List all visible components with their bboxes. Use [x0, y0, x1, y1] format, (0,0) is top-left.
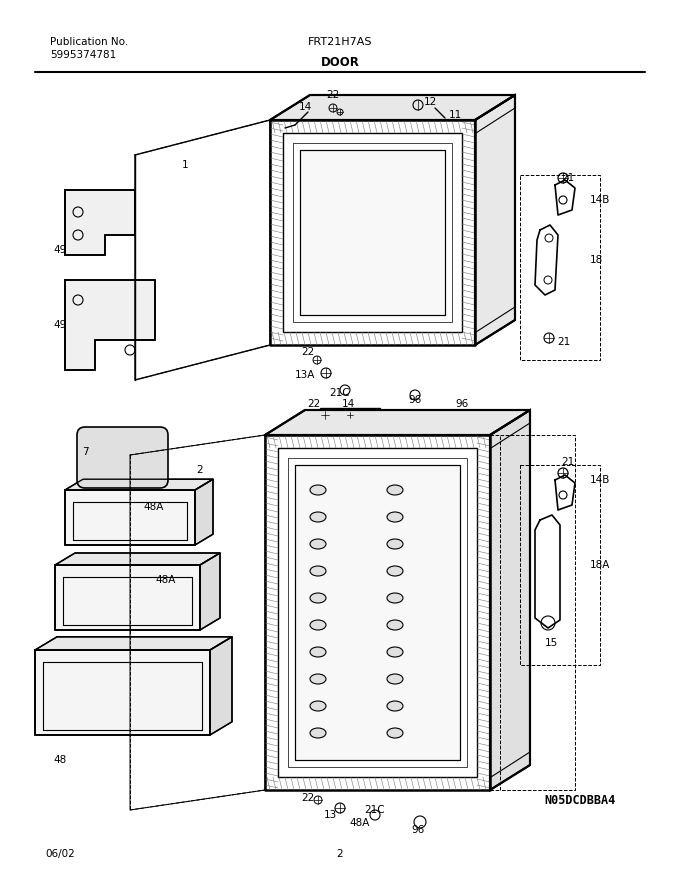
- Polygon shape: [210, 637, 232, 735]
- Circle shape: [348, 413, 356, 421]
- Text: 21: 21: [562, 457, 575, 467]
- Text: 2: 2: [197, 465, 203, 475]
- Ellipse shape: [310, 512, 326, 522]
- Text: 14B: 14B: [590, 195, 611, 205]
- Polygon shape: [65, 280, 155, 370]
- Text: 49: 49: [53, 320, 67, 330]
- Text: 2: 2: [337, 849, 343, 859]
- Ellipse shape: [310, 620, 326, 630]
- Text: DOOR: DOOR: [320, 56, 360, 69]
- Text: 48A: 48A: [350, 818, 370, 828]
- Text: 96: 96: [409, 395, 422, 405]
- Bar: [520, 175, 600, 360]
- Ellipse shape: [387, 674, 403, 684]
- Ellipse shape: [310, 593, 326, 603]
- Text: 21C: 21C: [364, 805, 386, 815]
- Ellipse shape: [387, 566, 403, 576]
- Text: 14: 14: [299, 102, 311, 112]
- Text: 48A: 48A: [155, 575, 175, 585]
- Text: 18A: 18A: [590, 560, 611, 570]
- Polygon shape: [35, 637, 232, 650]
- Ellipse shape: [387, 539, 403, 549]
- Text: 22: 22: [301, 793, 315, 803]
- Polygon shape: [200, 553, 220, 630]
- Text: 49: 49: [53, 245, 67, 255]
- Text: 12: 12: [424, 97, 437, 107]
- Text: Publication No.: Publication No.: [50, 37, 129, 47]
- Text: 14B: 14B: [590, 475, 611, 485]
- Text: 96: 96: [411, 825, 424, 835]
- FancyBboxPatch shape: [77, 427, 168, 488]
- Text: 06/02: 06/02: [45, 849, 75, 859]
- Text: 14: 14: [341, 399, 355, 409]
- Polygon shape: [490, 410, 530, 790]
- Polygon shape: [195, 479, 213, 545]
- Text: 5995374781: 5995374781: [50, 50, 116, 60]
- Circle shape: [364, 413, 372, 421]
- Ellipse shape: [310, 485, 326, 495]
- Polygon shape: [35, 650, 210, 735]
- Circle shape: [332, 413, 340, 421]
- Polygon shape: [295, 465, 460, 760]
- Text: 22: 22: [301, 347, 315, 357]
- Text: 11: 11: [448, 110, 462, 120]
- Text: FRT21H7AS: FRT21H7AS: [308, 37, 372, 47]
- Ellipse shape: [310, 701, 326, 711]
- Polygon shape: [300, 150, 445, 315]
- Text: 21: 21: [557, 337, 570, 347]
- Text: 13A: 13A: [295, 370, 316, 380]
- Ellipse shape: [387, 512, 403, 522]
- Text: 13: 13: [324, 810, 337, 820]
- Polygon shape: [65, 490, 195, 545]
- Ellipse shape: [387, 728, 403, 738]
- Polygon shape: [270, 95, 515, 120]
- Text: 1: 1: [182, 160, 188, 170]
- Text: 22: 22: [307, 399, 321, 409]
- Polygon shape: [55, 553, 220, 565]
- Text: 22: 22: [326, 90, 339, 100]
- Text: N05DCDBBA4: N05DCDBBA4: [545, 793, 615, 807]
- Text: 15: 15: [545, 638, 558, 648]
- Text: 96: 96: [456, 399, 469, 409]
- Text: 7: 7: [82, 447, 88, 457]
- Polygon shape: [265, 410, 530, 435]
- Ellipse shape: [387, 647, 403, 657]
- Ellipse shape: [310, 674, 326, 684]
- Ellipse shape: [310, 728, 326, 738]
- Bar: [520, 465, 600, 665]
- Ellipse shape: [387, 593, 403, 603]
- Bar: [500, 435, 575, 790]
- Ellipse shape: [387, 701, 403, 711]
- Polygon shape: [55, 565, 200, 630]
- Polygon shape: [475, 95, 515, 345]
- Polygon shape: [65, 479, 213, 490]
- Polygon shape: [65, 190, 135, 255]
- Ellipse shape: [387, 485, 403, 495]
- Ellipse shape: [310, 647, 326, 657]
- Text: 48A: 48A: [143, 502, 163, 512]
- Text: 48: 48: [53, 755, 67, 765]
- Text: 21C: 21C: [330, 388, 350, 398]
- Text: 21: 21: [562, 173, 575, 183]
- Ellipse shape: [310, 539, 326, 549]
- Text: 18: 18: [590, 255, 603, 265]
- Ellipse shape: [387, 620, 403, 630]
- Bar: [320, 408, 380, 426]
- Ellipse shape: [310, 566, 326, 576]
